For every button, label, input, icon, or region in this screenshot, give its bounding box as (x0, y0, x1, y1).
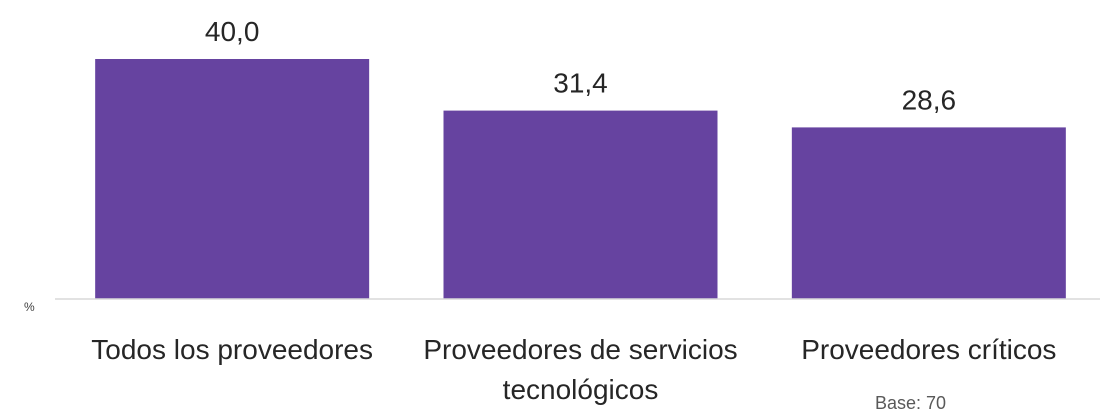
value-label: 28,6 (902, 84, 957, 115)
base-note: Base: 70 (875, 393, 947, 413)
bar (791, 127, 1066, 300)
value-label: 31,4 (553, 68, 608, 99)
value-label: 40,0 (205, 16, 260, 47)
category-label: Proveedores de servicios tecnológicos (423, 334, 738, 405)
unit-label: % (24, 300, 35, 314)
bar (95, 59, 370, 299)
category-label: Proveedores críticos (801, 334, 1057, 365)
bar (443, 110, 718, 299)
category-label: Todos los proveedores (91, 334, 374, 365)
